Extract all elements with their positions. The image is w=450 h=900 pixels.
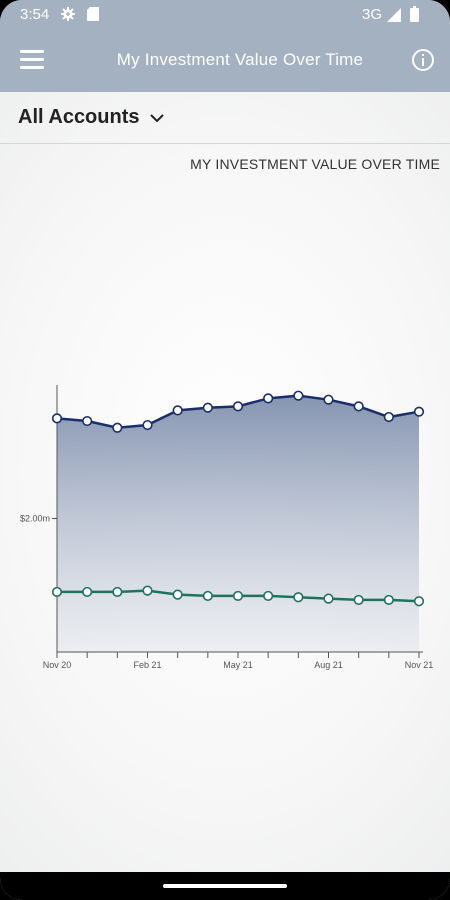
info-icon[interactable] [411,48,435,72]
battery-icon [410,6,419,22]
gear-icon [61,7,75,21]
network-type: 3G [362,6,383,23]
chart-title: MY INVESTMENT VALUE OVER TIME [190,156,440,172]
data-point [172,405,183,416]
navigation-bar [0,872,450,900]
signal-icon [387,8,401,22]
data-point [202,590,213,602]
x-tick-label: Nov 20 [43,660,72,670]
data-point [82,586,93,598]
data-point [293,592,304,603]
data-point [202,402,213,413]
data-point [323,394,334,405]
data-point [82,415,93,427]
series-area-0 [57,395,419,652]
page-title: My Investment Value Over Time [116,50,364,69]
data-point [413,406,425,417]
x-tick-label: Aug 21 [314,660,343,670]
data-point [263,590,274,602]
x-tick-label: Nov 21 [405,660,434,670]
data-point [353,401,364,412]
data-point [51,586,63,598]
y-tick-label: $2.00m [20,514,50,524]
data-point [323,593,334,604]
data-point [293,390,304,401]
data-point [232,590,244,602]
menu-icon[interactable] [20,50,44,70]
app-bar: My Investment Value Over Time [0,30,450,92]
account-selector[interactable]: All Accounts [18,106,164,132]
data-point [142,585,153,596]
sd-card-icon [87,7,99,21]
data-point [232,401,244,412]
status-time: 3:54 [20,6,50,23]
account-row: All Accounts [0,92,450,144]
data-point [413,596,425,607]
x-tick-label: May 21 [223,660,253,670]
data-point [263,393,274,404]
data-point [353,594,364,606]
data-point [142,419,153,431]
x-tick-label: Feb 21 [133,660,161,670]
status-bar: 3:54 3G [0,0,450,30]
data-point [383,594,394,606]
data-point [172,589,183,600]
data-point [112,586,123,598]
chevron-down-icon [150,113,164,122]
data-point [383,411,394,423]
account-selector-label: All Accounts [18,106,140,128]
data-point [112,422,123,433]
data-point [51,413,63,424]
home-indicator[interactable] [163,884,287,888]
